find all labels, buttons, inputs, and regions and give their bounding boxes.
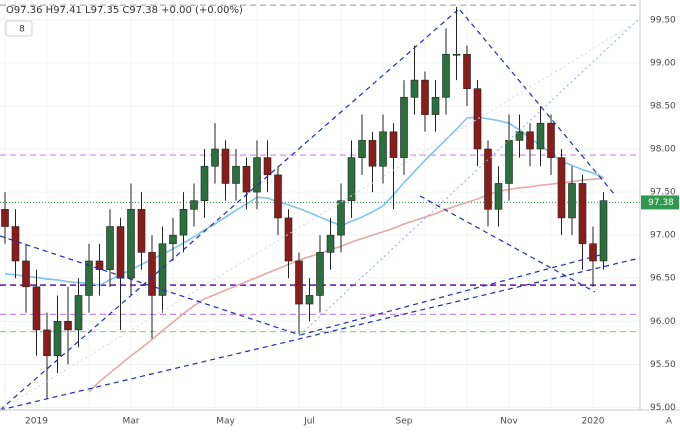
candle-body bbox=[358, 140, 366, 158]
candle-body bbox=[494, 183, 503, 210]
x-tick-label: 2019 bbox=[25, 417, 48, 427]
marks bbox=[1, 6, 608, 399]
trend-line bbox=[0, 257, 641, 411]
candle-body bbox=[316, 252, 324, 296]
candle-body bbox=[221, 148, 230, 184]
axes: 95.00 95.50 96.00 96.50 97.00 97.50 98.00 98.50… bbox=[25, 15, 679, 427]
trend-lines bbox=[0, 7, 641, 411]
candle-body bbox=[64, 320, 72, 331]
candle-body bbox=[410, 79, 419, 98]
trend-line bbox=[419, 195, 596, 293]
candle-body bbox=[95, 260, 104, 270]
y-tick-label: 97.00 bbox=[650, 231, 676, 241]
candle-body bbox=[379, 131, 387, 167]
candle-body bbox=[274, 174, 282, 219]
y-tick-label: 98.00 bbox=[650, 145, 676, 155]
price-tag bbox=[641, 195, 679, 210]
candle-body bbox=[400, 97, 408, 158]
candle-body bbox=[242, 165, 251, 193]
y-tick-label: 96.50 bbox=[650, 274, 676, 284]
price-tag-label: 97.38 bbox=[648, 198, 674, 208]
y-tick-label: 97.50 bbox=[650, 188, 676, 198]
candle-body bbox=[568, 183, 576, 219]
candle-body bbox=[484, 148, 492, 210]
y-tick-label: 99.00 bbox=[650, 58, 676, 68]
candle-body bbox=[305, 295, 314, 305]
y-tick-label: 96.00 bbox=[650, 317, 676, 327]
candle-body bbox=[284, 217, 293, 262]
candle-body bbox=[169, 234, 177, 245]
candle-body bbox=[127, 209, 135, 279]
candle-body bbox=[116, 226, 125, 279]
toolbar-button[interactable] bbox=[5, 20, 33, 37]
candle-body bbox=[179, 209, 188, 236]
candle-body bbox=[337, 200, 345, 236]
candle-body bbox=[232, 165, 240, 184]
x-tick-label: Jul bbox=[303, 417, 315, 427]
x-tick-label: Nov bbox=[500, 417, 518, 427]
candle-body bbox=[442, 53, 450, 98]
candle-body bbox=[578, 183, 587, 245]
candle-body bbox=[347, 157, 356, 201]
x-tick-label: Mar bbox=[123, 417, 140, 427]
candle-body bbox=[190, 200, 198, 210]
candle-body bbox=[253, 157, 261, 193]
candle-body bbox=[473, 88, 482, 150]
candle-body bbox=[389, 131, 398, 158]
candle-body bbox=[326, 234, 335, 253]
candle-body bbox=[22, 260, 30, 288]
candle-body bbox=[547, 122, 555, 158]
candle-body bbox=[1, 209, 9, 227]
candle-body bbox=[431, 97, 440, 115]
candle-body bbox=[200, 165, 209, 201]
candle-body bbox=[158, 243, 167, 296]
candle-body bbox=[368, 140, 377, 167]
trend-line bbox=[0, 235, 301, 336]
moving-average bbox=[88, 177, 604, 393]
y-tick-label: 95.50 bbox=[650, 360, 676, 370]
candle-body bbox=[589, 243, 597, 262]
candle-body bbox=[148, 252, 156, 296]
scale-mode-button[interactable]: A bbox=[666, 417, 673, 427]
candle-body bbox=[536, 122, 545, 150]
candle-body bbox=[599, 200, 608, 262]
candle-body bbox=[452, 53, 461, 56]
candle-body bbox=[11, 226, 20, 262]
candle-body bbox=[463, 53, 471, 90]
candle-body bbox=[53, 320, 62, 357]
trend-line bbox=[299, 254, 601, 336]
trend-line bbox=[459, 9, 616, 196]
y-tick-label: 95.00 bbox=[650, 403, 676, 413]
candle-body bbox=[295, 260, 303, 305]
candle-body bbox=[211, 148, 219, 167]
x-tick-label: 2020 bbox=[582, 417, 605, 427]
y-tick-label: 99.50 bbox=[650, 15, 676, 25]
candle-body bbox=[557, 157, 566, 219]
candle-body bbox=[43, 329, 51, 357]
ohlc-header: O97.36 H97.41 L97.35 C97.38 +0.00 (+0.00… bbox=[6, 5, 243, 16]
x-tick-label: Sep bbox=[396, 417, 413, 427]
y-tick-label: 98.50 bbox=[650, 101, 676, 111]
trend-line bbox=[0, 7, 461, 411]
candle-body bbox=[263, 157, 272, 176]
candle-body bbox=[74, 295, 83, 331]
candle-body bbox=[106, 226, 114, 270]
candle-body bbox=[137, 209, 146, 253]
moving-average bbox=[4, 116, 604, 286]
candle-body bbox=[421, 79, 429, 115]
candle-body bbox=[85, 260, 93, 296]
candle-body bbox=[505, 140, 513, 184]
x-tick-label: May bbox=[216, 417, 235, 427]
candle-body bbox=[515, 131, 524, 141]
candle-body bbox=[526, 131, 534, 150]
toolbar-label[interactable]: 8 bbox=[19, 25, 25, 35]
candle-body bbox=[32, 286, 41, 331]
